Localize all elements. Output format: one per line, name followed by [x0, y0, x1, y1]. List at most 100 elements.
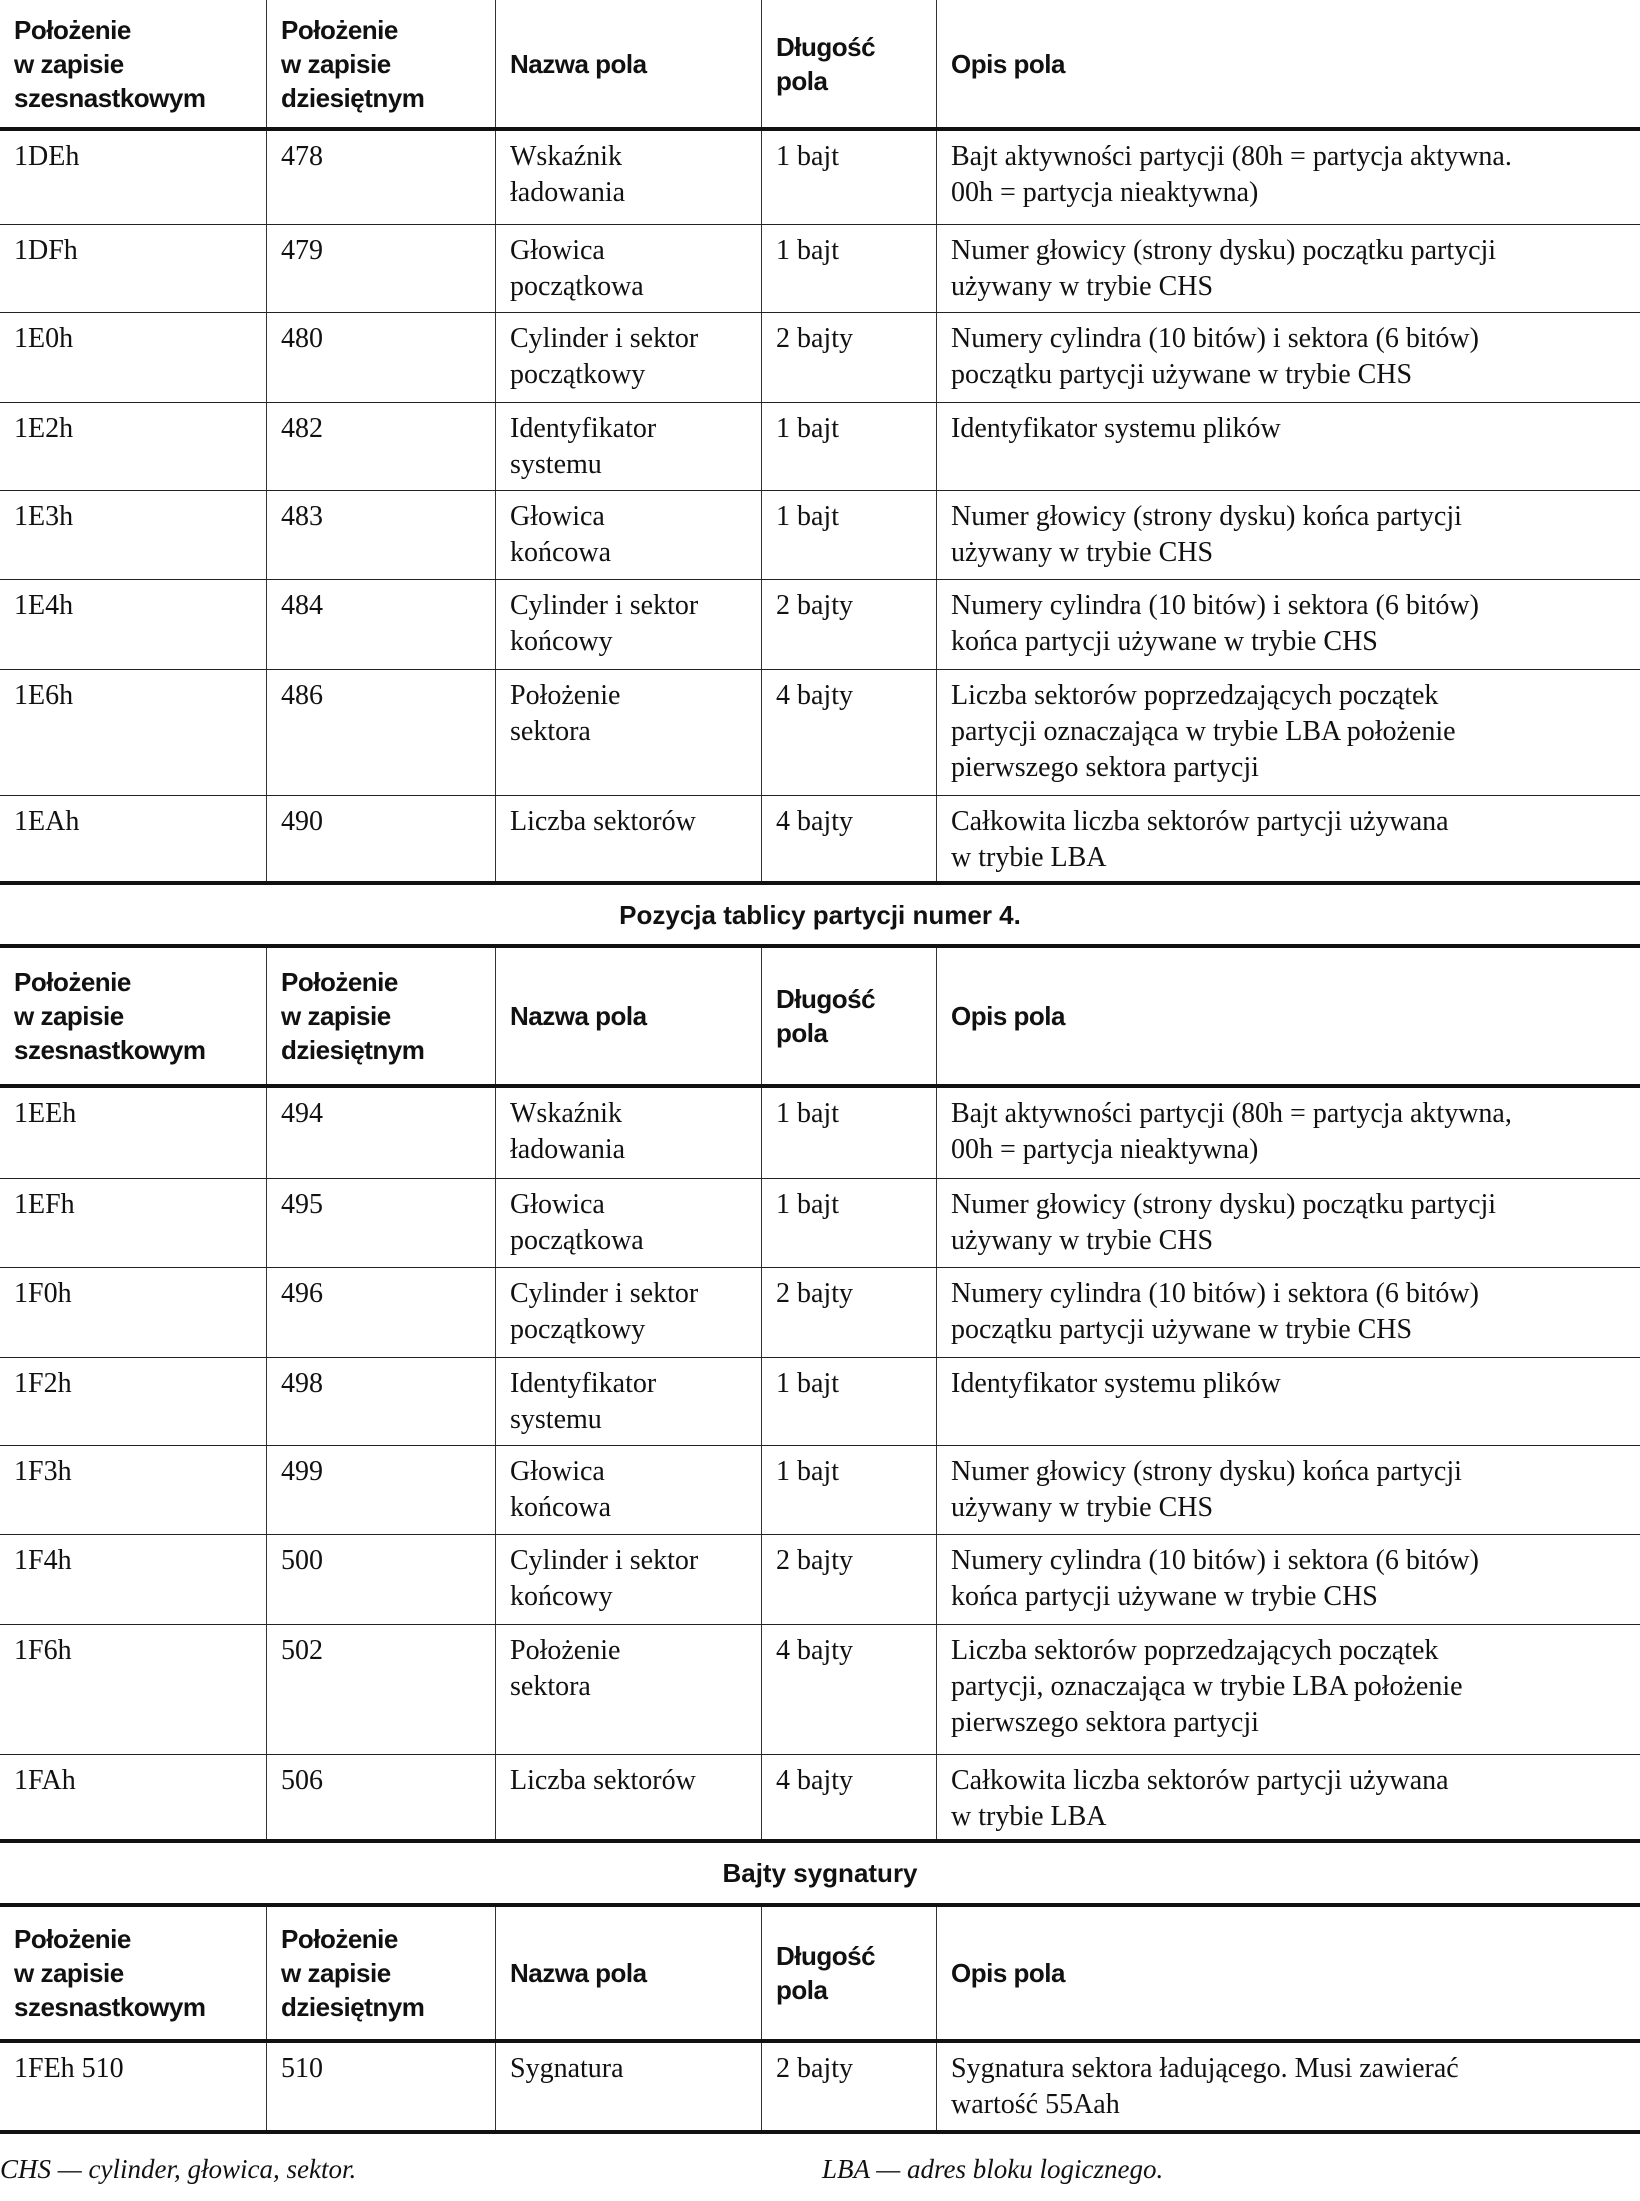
- cell-hex-offset: 1DFh: [0, 225, 267, 312]
- cell-dec-offset: 494: [267, 1088, 496, 1178]
- cell-field-description: Całkowita liczba sektorów partycji używa…: [951, 1765, 1449, 1832]
- cell-field-length: 2 bajty: [762, 313, 937, 402]
- header-dec-offset: Położenie w zapisie dziesiętnym: [267, 0, 496, 127]
- cell-hex-offset: 1EEh: [0, 1088, 267, 1178]
- cell-field-name: Głowica końcowa: [496, 491, 762, 579]
- cell-field-description: Sygnatura sektora ładującego. Musi zawie…: [951, 2053, 1459, 2120]
- cell-dec-offset: 479: [267, 225, 496, 312]
- cell-field-length: 1 bajt: [762, 1446, 937, 1534]
- cell-field-description: Całkowita liczba sektorów partycji używa…: [951, 806, 1449, 873]
- cell-field-name: Położenie sektora: [496, 1625, 762, 1754]
- cell-hex-offset: 1EFh: [0, 1179, 267, 1267]
- header-row: Położenie w zapisie szesnastkowym Położen…: [0, 0, 1640, 131]
- cell-field-length: 1 bajt: [762, 1179, 937, 1267]
- table-row: 1DEh 478 Wskaźnik ładowania 1 bajt Bajt akty…: [0, 131, 1640, 225]
- table-row: 1FEh 510 510 Sygnatura 2 bajty Sygnatura sek…: [0, 2043, 1640, 2134]
- header-hex-offset: Położenie w zapisie szesnastkowym: [0, 0, 267, 127]
- table-row: 1E6h 486 Położenie sektora 4 bajty Liczba se…: [0, 670, 1640, 796]
- cell-hex-offset: 1EAh: [0, 796, 267, 881]
- cell-dec-offset: 483: [267, 491, 496, 579]
- cell-field-name: Głowica początkowa: [496, 225, 762, 312]
- cell-field-name: Liczba sektorów: [496, 796, 762, 881]
- cell-field-length: 1 bajt: [762, 225, 937, 312]
- cell-hex-offset: 1F0h: [0, 1268, 267, 1357]
- cell-hex-offset: 1F2h: [0, 1358, 267, 1445]
- cell-field-length: 4 bajty: [762, 1625, 937, 1754]
- cell-hex-offset: 1FEh 510: [0, 2043, 267, 2130]
- header-field-name: Nazwa pola: [496, 1907, 762, 2039]
- table-row: 1EEh 494 Wskaźnik ładowania 1 bajt Bajt akty…: [0, 1088, 1640, 1179]
- cell-field-name: Położenie sektora: [496, 670, 762, 795]
- cell-dec-offset: 500: [267, 1535, 496, 1624]
- section-title-partition-4: Pozycja tablicy partycji numer 4.: [0, 885, 1640, 948]
- header-dec-offset: Położenie w zapisie dziesiętnym: [267, 1907, 496, 2039]
- header-hex-offset: Położenie w zapisie szesnastkowym: [0, 1907, 267, 2039]
- table-row: 1F3h 499 Głowica końcowa 1 bajt Numer głowic…: [0, 1446, 1640, 1535]
- cell-field-length: 1 bajt: [762, 1358, 937, 1445]
- table-row: 1E0h 480 Cylinder i sektor początkowy 2 baj…: [0, 313, 1640, 403]
- cell-field-description: Numery cylindra (10 bitów) i sektora (6 …: [951, 1545, 1479, 1612]
- header-row: Położenie w zapisie szesnastkowym Położen…: [0, 1907, 1640, 2043]
- cell-field-name: Identyfikator systemu: [496, 1358, 762, 1445]
- header-field-name: Nazwa pola: [496, 0, 762, 127]
- header-row: Położenie w zapisie szesnastkowym Położen…: [0, 948, 1640, 1088]
- cell-field-name: Głowica początkowa: [496, 1179, 762, 1267]
- cell-hex-offset: 1E3h: [0, 491, 267, 579]
- cell-hex-offset: 1F4h: [0, 1535, 267, 1624]
- table-row: 1F0h 496 Cylinder i sektor początkowy 2 baj…: [0, 1268, 1640, 1358]
- cell-dec-offset: 495: [267, 1179, 496, 1267]
- table-row: 1EAh 490 Liczba sektorów 4 bajty Całkowita l…: [0, 796, 1640, 885]
- cell-field-length: 4 bajty: [762, 670, 937, 795]
- cell-dec-offset: 510: [267, 2043, 496, 2130]
- cell-dec-offset: 496: [267, 1268, 496, 1357]
- header-field-length: Długość pola: [762, 0, 937, 127]
- cell-hex-offset: 1F3h: [0, 1446, 267, 1534]
- footnote-lba: LBA — adres bloku logicznego.: [822, 2154, 1164, 2184]
- cell-hex-offset: 1DEh: [0, 131, 267, 224]
- cell-dec-offset: 480: [267, 313, 496, 402]
- cell-field-length: 2 bajty: [762, 1535, 937, 1624]
- cell-field-description: Liczba sektorów poprzedzających początek…: [951, 1635, 1463, 1738]
- cell-field-name: Sygnatura: [496, 2043, 762, 2130]
- header-dec-offset: Położenie w zapisie dziesiętnym: [267, 948, 496, 1084]
- header-field-length: Długość pola: [762, 948, 937, 1084]
- cell-dec-offset: 478: [267, 131, 496, 224]
- cell-dec-offset: 484: [267, 580, 496, 669]
- section-title-signature: Bajty sygnatury: [0, 1843, 1640, 1907]
- header-field-length: Długość pola: [762, 1907, 937, 2039]
- cell-field-description: Identyfikator systemu plików: [951, 1368, 1281, 1399]
- cell-field-name: Głowica końcowa: [496, 1446, 762, 1534]
- cell-field-description: Bajt aktywności partycji (80h = partycja…: [951, 1098, 1512, 1165]
- partition-table-entry-4: Położenie w zapisie szesnastkowym Położen…: [0, 948, 1640, 1843]
- cell-hex-offset: 1F6h: [0, 1625, 267, 1754]
- partition-table-entry-3: Położenie w zapisie szesnastkowym Położen…: [0, 0, 1640, 885]
- cell-field-description: Numer głowicy (strony dysku) początku pa…: [951, 235, 1497, 302]
- table-row: 1F6h 502 Położenie sektora 4 bajty Liczba se…: [0, 1625, 1640, 1755]
- header-field-description: Opis pola: [951, 48, 1065, 79]
- cell-field-length: 1 bajt: [762, 491, 937, 579]
- cell-field-description: Bajt aktywności partycji (80h = partycja…: [951, 141, 1512, 208]
- cell-field-length: 1 bajt: [762, 1088, 937, 1178]
- signature-table: Położenie w zapisie szesnastkowym Położen…: [0, 1907, 1640, 2134]
- cell-dec-offset: 486: [267, 670, 496, 795]
- table-row: 1E4h 484 Cylinder i sektor końcowy 2 bajty N…: [0, 580, 1640, 670]
- table-row: 1F4h 500 Cylinder i sektor końcowy 2 bajty N…: [0, 1535, 1640, 1625]
- cell-field-description: Numery cylindra (10 bitów) i sektora (6 …: [951, 590, 1479, 657]
- cell-field-name: Identyfikator systemu: [496, 403, 762, 490]
- cell-field-name: Cylinder i sektor końcowy: [496, 1535, 762, 1624]
- cell-field-length: 1 bajt: [762, 403, 937, 490]
- table-row: 1EFh 495 Głowica początkowa 1 bajt Numer gło…: [0, 1179, 1640, 1268]
- cell-field-description: Identyfikator systemu plików: [951, 413, 1281, 444]
- cell-field-description: Numer głowicy (strony dysku) początku pa…: [951, 1189, 1497, 1256]
- cell-dec-offset: 499: [267, 1446, 496, 1534]
- cell-field-name: Cylinder i sektor początkowy: [496, 1268, 762, 1357]
- header-field-description: Opis pola: [951, 1001, 1065, 1031]
- cell-hex-offset: 1FAh: [0, 1755, 267, 1839]
- cell-hex-offset: 1E4h: [0, 580, 267, 669]
- cell-hex-offset: 1E2h: [0, 403, 267, 490]
- header-hex-offset: Położenie w zapisie szesnastkowym: [0, 948, 267, 1084]
- cell-dec-offset: 506: [267, 1755, 496, 1839]
- cell-field-name: Cylinder i sektor początkowy: [496, 313, 762, 402]
- cell-field-length: 4 bajty: [762, 796, 937, 881]
- header-field-name: Nazwa pola: [496, 948, 762, 1084]
